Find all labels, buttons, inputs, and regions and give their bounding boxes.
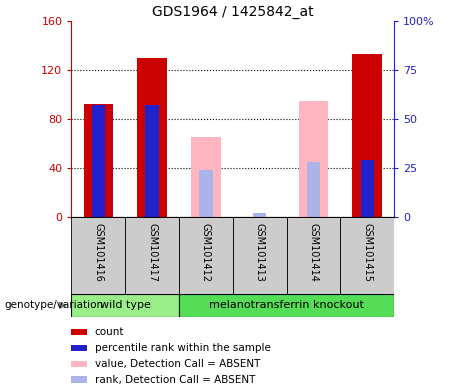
Bar	[233, 217, 287, 294]
Text: percentile rank within the sample: percentile rank within the sample	[95, 343, 271, 353]
Text: count: count	[95, 327, 124, 337]
Bar	[307, 162, 320, 217]
Bar	[71, 294, 179, 317]
Bar	[71, 361, 87, 367]
Bar	[253, 213, 266, 217]
Text: rank, Detection Call = ABSENT: rank, Detection Call = ABSENT	[95, 374, 255, 384]
Bar	[299, 101, 328, 217]
Text: GSM101416: GSM101416	[93, 223, 103, 282]
Bar	[191, 137, 221, 217]
Bar	[83, 104, 113, 217]
Bar	[179, 294, 394, 317]
Text: genotype/variation: genotype/variation	[5, 300, 104, 310]
Bar	[179, 217, 233, 294]
Text: GSM101414: GSM101414	[308, 223, 319, 282]
Text: GSM101412: GSM101412	[201, 223, 211, 282]
Bar	[287, 217, 340, 294]
Bar	[71, 217, 125, 294]
Title: GDS1964 / 1425842_at: GDS1964 / 1425842_at	[152, 5, 313, 19]
Text: GSM101417: GSM101417	[147, 223, 157, 282]
Bar	[145, 105, 159, 217]
Text: wild type: wild type	[100, 300, 151, 310]
Bar	[71, 345, 87, 351]
Bar	[71, 376, 87, 383]
Bar	[137, 58, 167, 217]
Text: value, Detection Call = ABSENT: value, Detection Call = ABSENT	[95, 359, 260, 369]
Bar	[71, 329, 87, 335]
Bar	[361, 160, 374, 217]
Bar	[353, 54, 382, 217]
Bar	[199, 170, 213, 217]
Text: GSM101413: GSM101413	[254, 223, 265, 282]
Bar	[92, 105, 105, 217]
Text: melanotransferrin knockout: melanotransferrin knockout	[209, 300, 364, 310]
Bar	[125, 217, 179, 294]
Text: GSM101415: GSM101415	[362, 223, 372, 282]
Bar	[340, 217, 394, 294]
